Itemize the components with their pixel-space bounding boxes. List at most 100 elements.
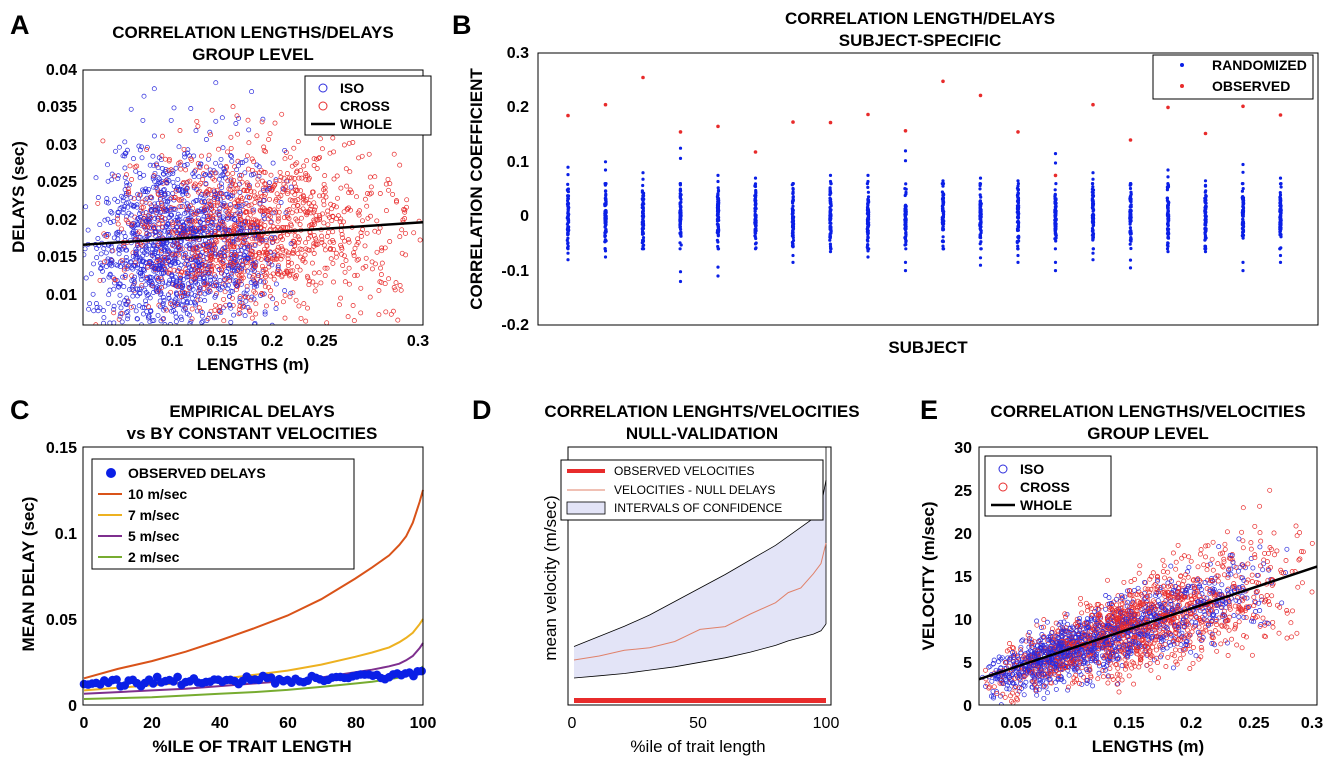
panel-a-iso-point: [101, 308, 106, 314]
panel-a-iso-point: [220, 216, 226, 222]
panel-a-iso-point: [207, 173, 213, 179]
panel-e-cross-point: [1115, 671, 1120, 677]
panel-a-cross-point: [226, 186, 232, 192]
panel-b-randomized-point: [1203, 213, 1208, 217]
panel-a-cross-point: [251, 159, 257, 165]
panel-a-iso-point: [209, 247, 215, 253]
panel-a-iso-point: [249, 294, 255, 300]
panel-a-cross-point: [295, 139, 301, 145]
panel-a-cross-point: [255, 270, 261, 276]
panel-a-iso-point: [198, 326, 202, 330]
panel-a-iso-point: [234, 283, 240, 289]
panel-a-whole-fit-line: [83, 221, 423, 246]
panel-a-iso-point: [256, 173, 262, 179]
panel-a-iso-point: [186, 241, 192, 247]
panel-a-iso-point: [212, 195, 218, 200]
panel-a-cross-point: [185, 206, 191, 212]
panel-b-randomized-point: [754, 202, 758, 206]
panel-b-randomized-point: [1278, 233, 1282, 237]
panel-b-randomized-point: [828, 173, 833, 177]
panel-a-iso-point: [207, 129, 213, 135]
panel-a-cross-point: [198, 180, 204, 186]
panel-a-cross-point: [196, 305, 202, 311]
panel-e-cross-point: [1063, 614, 1069, 620]
panel-b-randomized-point: [866, 210, 870, 214]
panel-b-randomized-point: [829, 230, 833, 234]
panel-a-iso-point: [149, 260, 155, 266]
panel-a-cross-point: [137, 192, 143, 198]
panel-a-iso-point: [155, 266, 161, 272]
panel-a-iso-point: [183, 306, 188, 312]
panel-a-iso-point: [170, 242, 176, 248]
panel-a-cross-point: [360, 227, 366, 233]
panel-e-cross-point: [1234, 642, 1240, 648]
panel-a-cross-point: [342, 269, 348, 275]
panel-a-cross-point: [175, 284, 181, 290]
panel-e-cross-point: [1156, 675, 1161, 681]
panel-c-ylabel: MEAN DELAY (sec): [19, 497, 38, 652]
panel-b-randomized-point: [1241, 260, 1245, 264]
panel-b-randomized-point: [1203, 234, 1208, 238]
panel-a-cross-point: [363, 263, 369, 269]
panel-e-cross-point: [1210, 640, 1216, 646]
panel-b-randomized-point: [1241, 187, 1245, 191]
panel-a-iso-point: [211, 315, 217, 321]
panel-b-randomized-point: [904, 242, 908, 247]
panel-a-cross-point: [249, 219, 255, 225]
panel-b-randomized-point: [603, 225, 607, 229]
panel-a-cross-point: [279, 111, 285, 117]
panel-e-cross-point: [1210, 567, 1216, 573]
panel-a-iso-point: [217, 206, 223, 212]
panel-b-randomized-point: [828, 227, 832, 231]
panel-a-cross-point: [260, 266, 266, 272]
panel-a-iso-point: [154, 182, 160, 188]
panel-a-iso-point: [221, 276, 227, 282]
panel-a-cross-point: [333, 250, 339, 256]
panel-a-cross-point: [184, 186, 190, 192]
panel-b-randomized-point: [603, 182, 607, 186]
panel-a-cross-point: [293, 169, 299, 175]
panel-e-iso-point: [1244, 595, 1250, 601]
panel-a-cross-point: [262, 272, 268, 278]
panel-a-iso-point: [199, 249, 205, 255]
panel-b-randomized-point: [828, 244, 833, 248]
panel-a-cross-point: [167, 267, 173, 273]
panel-b-randomized-point: [1054, 236, 1058, 240]
panel-a-cross-point: [235, 237, 241, 243]
panel-a-cross-point: [367, 174, 373, 180]
panel-a-cross-point: [286, 207, 292, 212]
panel-b-randomized-point: [903, 208, 907, 212]
panel-b-randomized-point: [904, 190, 908, 194]
panel-a-cross-point: [317, 215, 323, 221]
panel-a-cross-point: [319, 233, 325, 239]
panel-b-observed-point: [1166, 105, 1170, 110]
panel-a-iso-point: [163, 206, 169, 212]
panel-b-randomized-point: [941, 179, 945, 183]
panel-b-randomized-point: [1203, 184, 1208, 188]
panel-a-cross-point: [300, 256, 306, 262]
panel-a-cross-point: [221, 204, 227, 209]
panel-b-legend: RANDOMIZED OBSERVED: [1152, 54, 1314, 100]
panel-a-iso-point: [217, 249, 223, 255]
panel-a-iso-point: [228, 256, 234, 261]
panel-a-iso-point: [182, 151, 188, 157]
panel-a-cross-point: [175, 220, 181, 226]
panel-a-iso-point: [108, 257, 114, 263]
panel-c-legend-box: [91, 458, 355, 570]
panel-a-iso-point: [162, 216, 168, 222]
panel-b-randomized-point: [566, 196, 570, 200]
panel-a-iso-point: [215, 196, 221, 202]
panel-a-cross-point: [330, 229, 336, 235]
panel-b-randomized-point: [566, 244, 570, 248]
panel-a-iso-point: [189, 211, 195, 217]
panel-a-cross-point: [346, 281, 352, 287]
panel-a-iso-point: [195, 215, 201, 221]
panel-a-cross-point: [311, 219, 317, 225]
panel-a-cross-point: [208, 132, 214, 138]
panel-a-iso-point: [205, 156, 211, 162]
panel-e-cross-point: [1270, 619, 1276, 625]
panel-e-cross-point: [1079, 610, 1085, 616]
panel-b-randomized-point: [1053, 260, 1058, 264]
panel-a-iso-point: [159, 190, 165, 195]
panel-a-iso-point: [144, 189, 150, 195]
